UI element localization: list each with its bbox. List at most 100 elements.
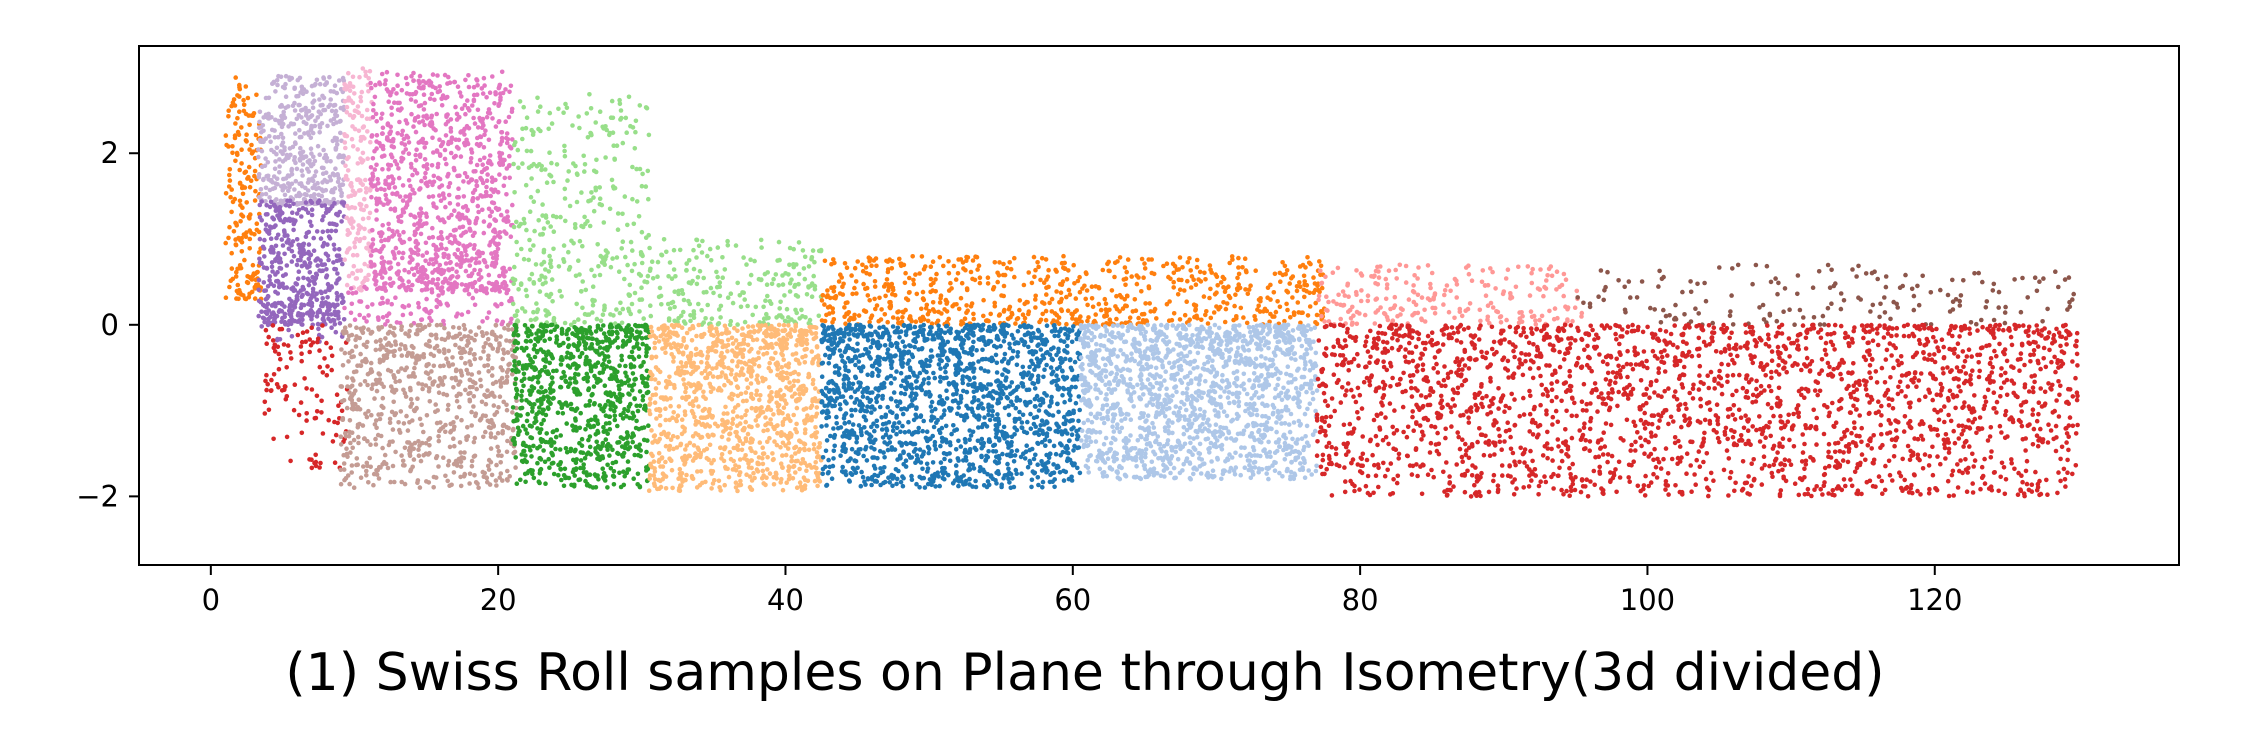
scatter-point <box>523 125 529 131</box>
scatter-point <box>301 119 307 125</box>
scatter-point <box>617 97 622 103</box>
scatter-point <box>255 147 261 152</box>
scatter-point <box>312 416 318 421</box>
scatter-point <box>680 291 686 297</box>
scatter-point <box>435 161 441 167</box>
scatter-point <box>270 180 275 185</box>
scatter-point <box>588 130 593 136</box>
scatter-point <box>240 184 245 189</box>
scatter-point <box>563 101 568 107</box>
scatter-point <box>392 412 398 418</box>
scatter-point <box>244 279 250 285</box>
scatter-point <box>263 212 269 217</box>
scatter-point <box>566 249 571 255</box>
scatter-point <box>562 466 568 472</box>
scatter-point <box>341 452 347 458</box>
scatter-point <box>551 471 557 477</box>
scatter-point <box>433 256 438 261</box>
scatter-point <box>810 248 816 253</box>
scatter-point <box>601 474 606 480</box>
scatter-point <box>417 275 422 281</box>
scatter-point <box>276 300 281 306</box>
scatter-point <box>249 289 255 295</box>
scatter-point <box>427 344 433 349</box>
scatter-point <box>400 250 406 256</box>
scatter-point <box>711 290 716 296</box>
scatter-point <box>775 430 780 436</box>
scatter-point <box>464 252 469 258</box>
scatter-point <box>368 253 374 258</box>
scatter-point <box>420 382 425 387</box>
scatter-point <box>427 179 433 184</box>
scatter-point <box>735 414 740 419</box>
scatter-point <box>474 92 480 97</box>
scatter-point <box>294 237 300 242</box>
scatter-point <box>412 440 418 446</box>
scatter-point <box>750 312 755 318</box>
scatter-point <box>388 163 394 168</box>
scatter-point <box>310 92 316 97</box>
scatter-point <box>465 425 470 430</box>
scatter-point <box>511 224 517 230</box>
scatter-point <box>275 279 281 284</box>
scatter-point <box>617 310 623 316</box>
scatter-point <box>445 360 451 366</box>
scatter-point <box>490 116 495 121</box>
scatter-point <box>249 142 254 148</box>
scatter-point <box>436 300 442 305</box>
scatter-point <box>778 299 783 305</box>
scatter-point <box>331 260 336 265</box>
scatter-point <box>720 254 725 260</box>
scatter-point <box>277 157 282 162</box>
scatter-point <box>465 106 471 111</box>
scatter-point <box>345 384 350 389</box>
scatter-point <box>307 337 313 342</box>
scatter-point <box>362 235 367 241</box>
scatter-point <box>645 328 650 334</box>
scatter-point <box>335 172 341 178</box>
scatter-point <box>255 154 261 160</box>
scatter-point <box>344 203 350 209</box>
scatter-point <box>546 395 552 401</box>
scatter-point <box>784 306 790 312</box>
scatter-point <box>564 421 569 426</box>
scatter-point <box>598 446 603 452</box>
scatter-point <box>480 333 486 339</box>
scatter-point <box>523 338 529 344</box>
scatter-point <box>282 229 287 235</box>
scatter-point <box>292 305 298 310</box>
scatter-point <box>494 334 499 340</box>
scatter-point <box>252 296 258 301</box>
scatter-point <box>257 236 263 242</box>
scatter-point <box>411 345 416 351</box>
scatter-point <box>478 416 484 422</box>
scatter-point <box>303 339 309 345</box>
scatter-point <box>794 421 799 427</box>
scatter-point <box>355 104 361 109</box>
scatter-point <box>284 365 290 370</box>
scatter-point <box>783 271 788 276</box>
scatter-point <box>322 155 327 161</box>
scatter-point <box>609 331 615 337</box>
scatter-point <box>459 282 465 287</box>
scatter-point <box>505 438 510 444</box>
scatter-point <box>269 264 275 270</box>
scatter-point <box>308 146 314 151</box>
scatter-point <box>406 178 412 183</box>
scatter-point <box>332 83 338 88</box>
scatter-point <box>305 159 311 164</box>
scatter-point <box>268 236 274 241</box>
scatter-point <box>400 458 406 464</box>
scatter-point <box>430 225 435 231</box>
scatter-point <box>450 289 455 295</box>
scatter-point <box>271 318 277 323</box>
scatter-point <box>347 88 353 93</box>
scatter-point <box>528 317 534 323</box>
scatter-point <box>535 188 541 194</box>
scatter-point <box>324 340 329 346</box>
scatter-point <box>445 235 450 241</box>
scatter-point <box>776 239 782 245</box>
scatter-point <box>452 79 457 85</box>
scatter-point <box>530 359 535 365</box>
scatter-point <box>271 80 276 86</box>
